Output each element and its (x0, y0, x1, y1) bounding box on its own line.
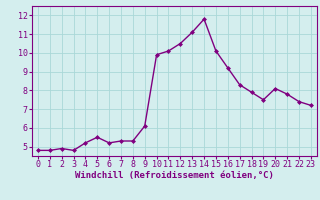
X-axis label: Windchill (Refroidissement éolien,°C): Windchill (Refroidissement éolien,°C) (75, 171, 274, 180)
